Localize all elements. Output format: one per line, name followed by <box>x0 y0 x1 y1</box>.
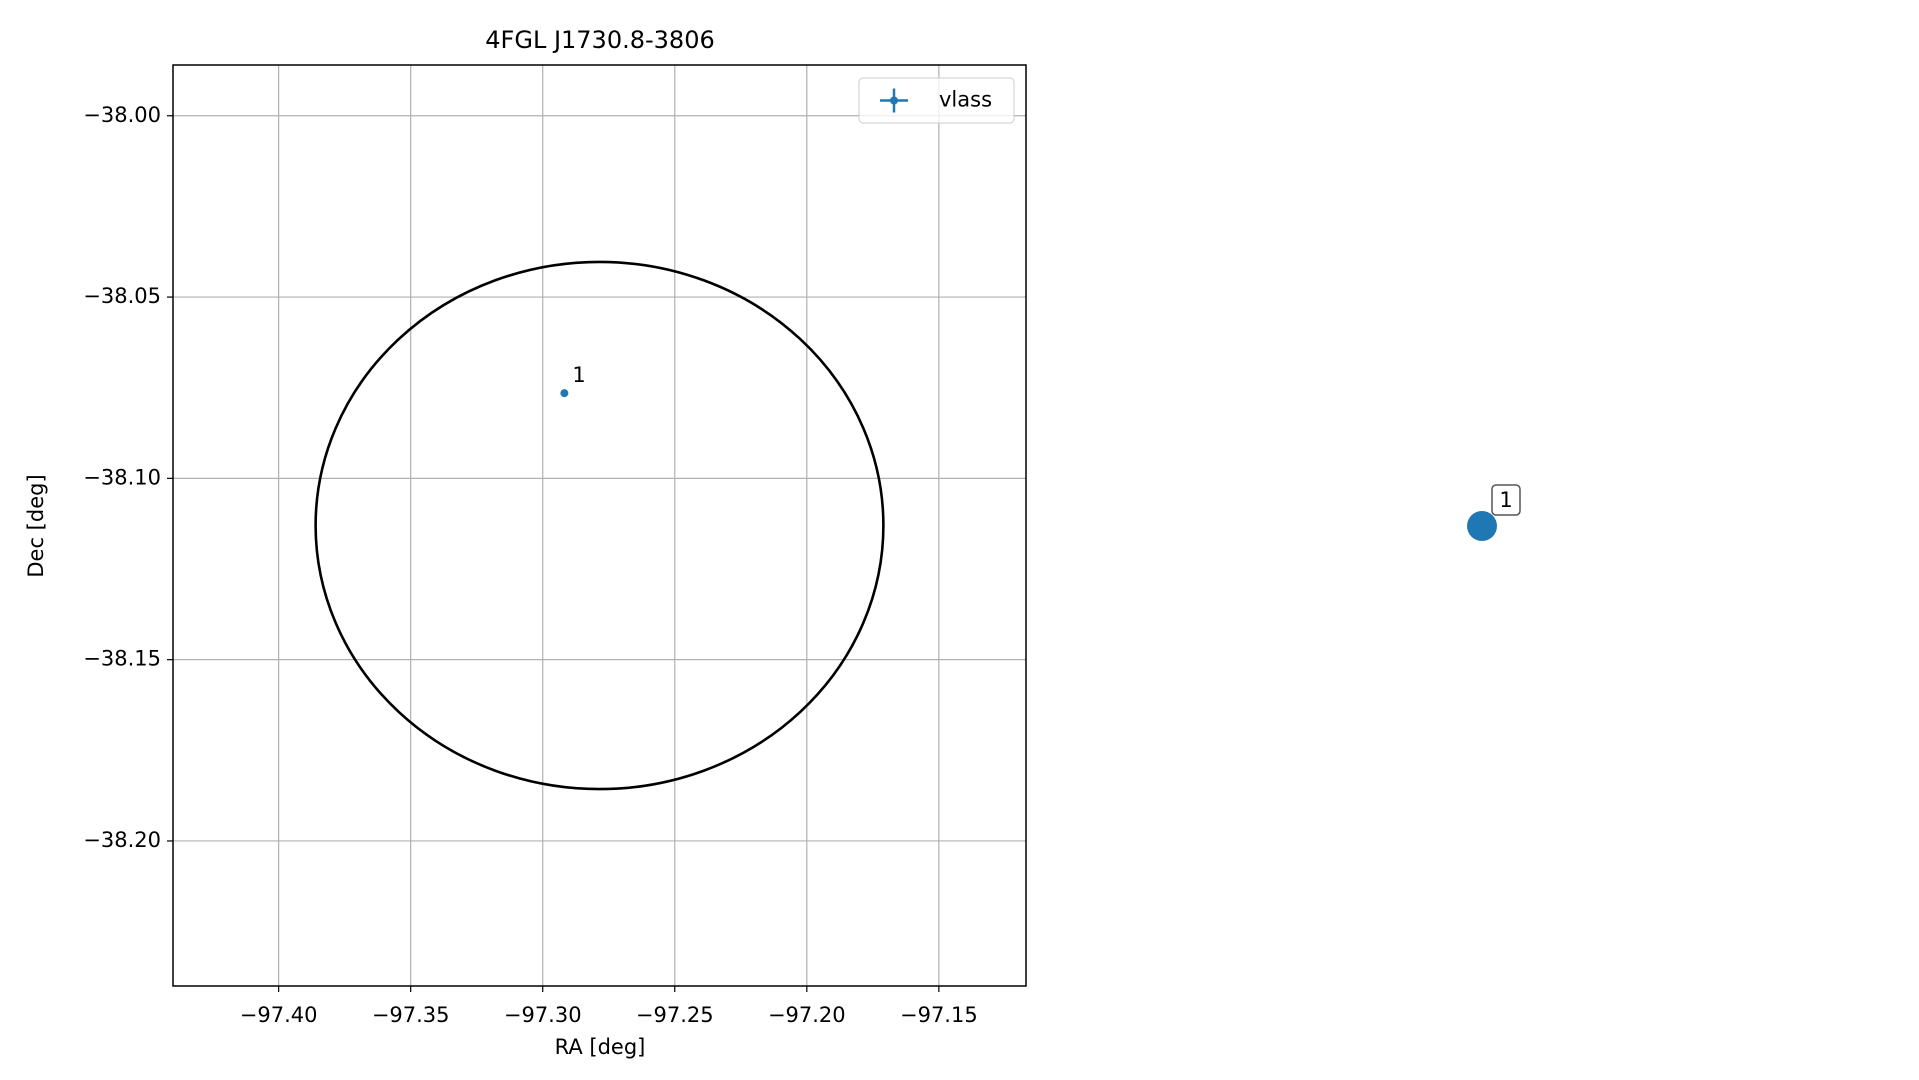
x-tick-label: −97.15 <box>900 1003 978 1027</box>
legend-marker <box>890 96 898 105</box>
x-axis-label: RA [deg] <box>555 1035 646 1059</box>
x-tick-label: −97.25 <box>636 1003 714 1027</box>
chart-title: 4FGL J1730.8-3806 <box>485 26 714 54</box>
y-tick-label: −38.15 <box>83 647 161 671</box>
legend-box <box>858 77 1015 124</box>
plot-frame <box>172 64 1027 987</box>
x-tick-label: −97.40 <box>240 1003 318 1027</box>
y-tick-label: −38.10 <box>83 465 161 489</box>
marker <box>1467 511 1497 541</box>
error-ellipse <box>314 260 885 791</box>
y-axis-label: Dec [deg] <box>24 474 48 577</box>
y-tick-label: −38.00 <box>83 103 161 127</box>
legend-label: vlass <box>939 88 992 112</box>
x-tick-label: −97.20 <box>768 1003 846 1027</box>
x-tick-label: −97.35 <box>372 1003 450 1027</box>
point <box>560 389 569 398</box>
marker-label: 1 <box>1499 488 1512 512</box>
point-label: 1 <box>572 363 585 387</box>
y-tick-label: −38.05 <box>83 284 161 308</box>
x-tick-label: −97.30 <box>504 1003 582 1027</box>
y-tick-label: −38.20 <box>83 828 161 852</box>
label-box <box>1491 484 1521 516</box>
